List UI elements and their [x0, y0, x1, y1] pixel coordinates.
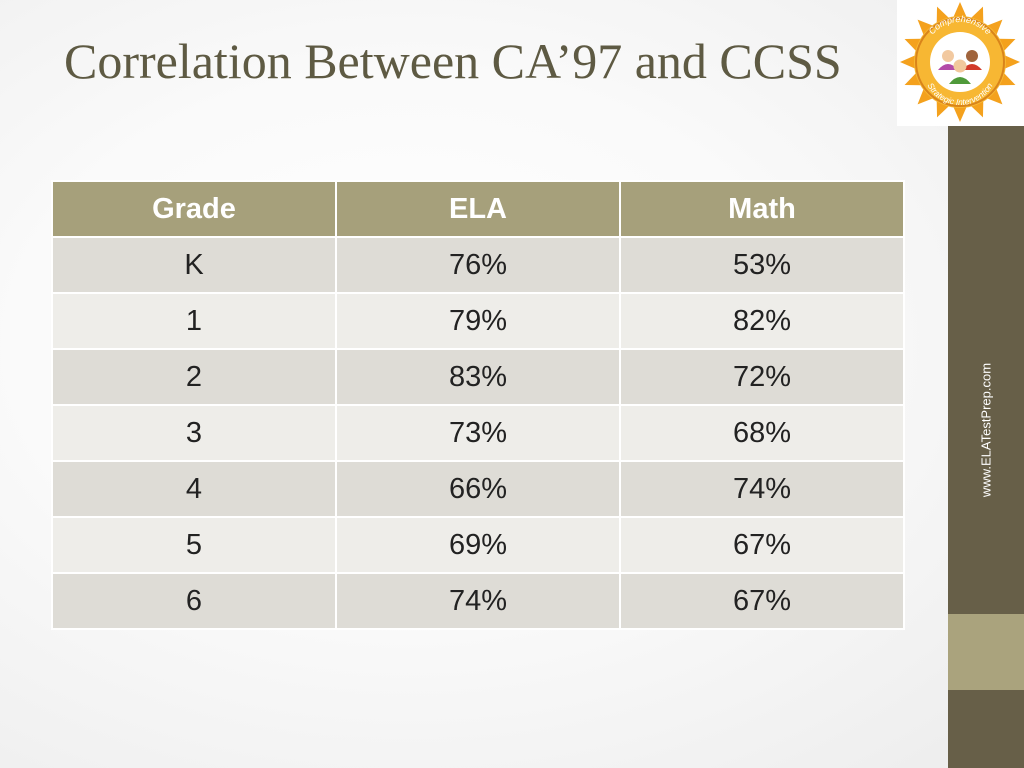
cell-math: 74%	[619, 460, 905, 518]
header-ela: ELA	[335, 180, 621, 238]
cell-math: 72%	[619, 348, 905, 406]
cell-grade: 4	[51, 460, 337, 518]
cell-ela: 66%	[335, 460, 621, 518]
table-row: 4 66% 74%	[51, 460, 905, 518]
cell-ela: 79%	[335, 292, 621, 350]
header-math: Math	[619, 180, 905, 238]
cell-grade: 1	[51, 292, 337, 350]
table-header-row: Grade ELA Math	[51, 180, 905, 238]
cell-ela: 76%	[335, 236, 621, 294]
table-row: 1 79% 82%	[51, 292, 905, 350]
cell-grade: 6	[51, 572, 337, 630]
table-row: 6 74% 67%	[51, 572, 905, 630]
comprehensive-strategic-intervention-logo: Comprehensive Strategic Intervention	[897, 0, 1024, 126]
sidebar-website-text: www.ELATestPrep.com	[978, 362, 994, 498]
sunburst-logo-icon: Comprehensive Strategic Intervention	[900, 2, 1020, 122]
cell-grade: K	[51, 236, 337, 294]
cell-grade: 3	[51, 404, 337, 462]
cell-math: 68%	[619, 404, 905, 462]
table-row: 3 73% 68%	[51, 404, 905, 462]
cell-math: 53%	[619, 236, 905, 294]
cell-ela: 69%	[335, 516, 621, 574]
cell-math: 67%	[619, 516, 905, 574]
table-row: 2 83% 72%	[51, 348, 905, 406]
cell-grade: 5	[51, 516, 337, 574]
cell-math: 67%	[619, 572, 905, 630]
table-row: 5 69% 67%	[51, 516, 905, 574]
header-grade: Grade	[51, 180, 337, 238]
cell-grade: 2	[51, 348, 337, 406]
sidebar-accent-block	[948, 614, 1024, 690]
cell-ela: 74%	[335, 572, 621, 630]
cell-ela: 83%	[335, 348, 621, 406]
correlation-table: Grade ELA Math K 76% 53% 1 79% 82% 2 83%…	[51, 180, 905, 630]
slide-title: Correlation Between CA’97 and CCSS	[64, 33, 842, 89]
cell-math: 82%	[619, 292, 905, 350]
cell-ela: 73%	[335, 404, 621, 462]
table-row: K 76% 53%	[51, 236, 905, 294]
